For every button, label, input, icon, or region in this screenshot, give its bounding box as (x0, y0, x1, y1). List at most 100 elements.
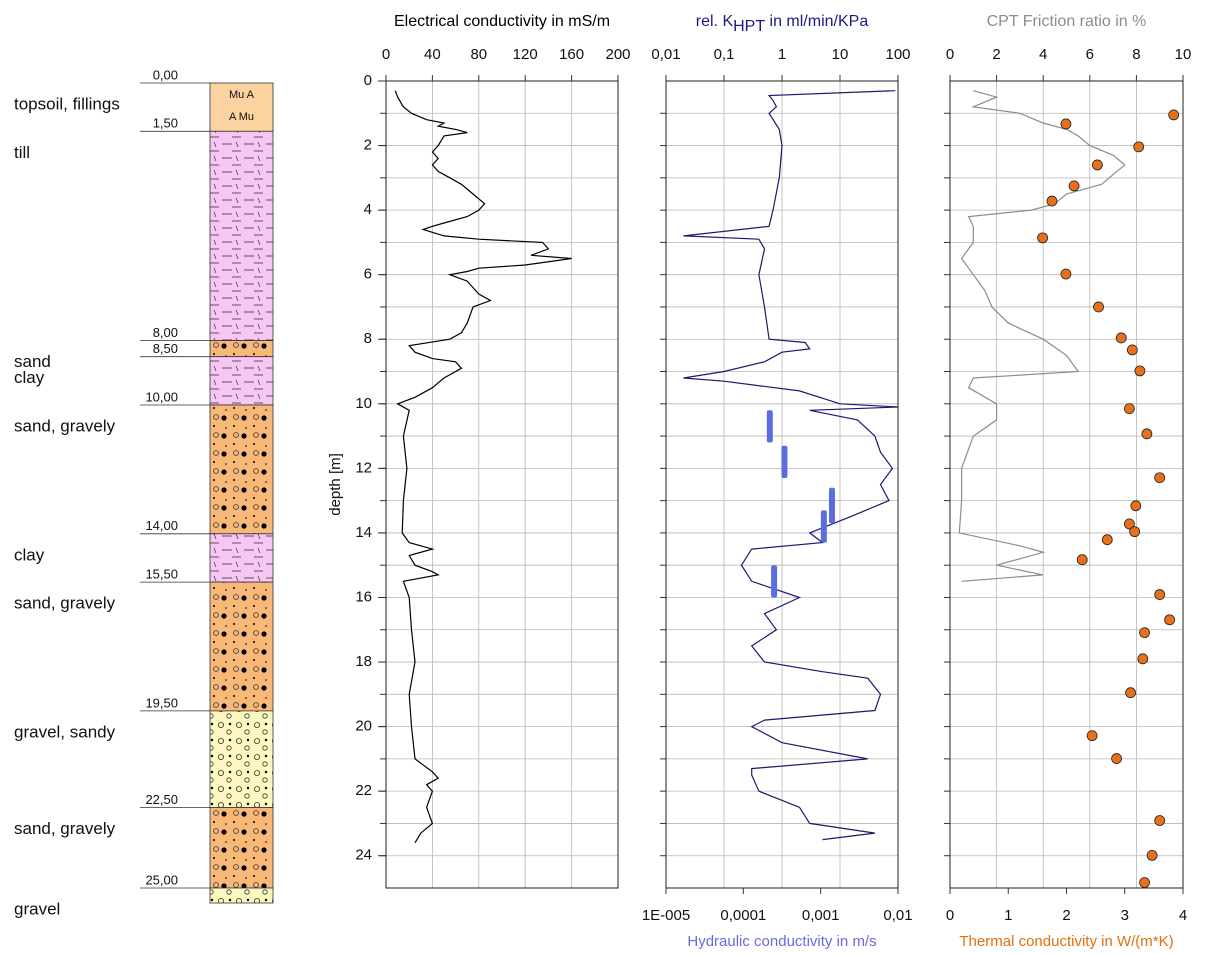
depth-label: 1,50 (153, 116, 178, 131)
x2-tick-label: 0 (946, 907, 954, 924)
thermal-point (1125, 687, 1136, 699)
y-tick-label: 2 (364, 137, 372, 154)
x2-tick-label: 0,01 (883, 907, 912, 924)
x2-tick-label: 3 (1121, 907, 1129, 924)
title-subscript: HPT (733, 18, 765, 35)
thermal-point (1154, 589, 1166, 600)
thermal-point (1134, 365, 1146, 377)
title-text: rel. K (696, 13, 734, 30)
y-tick-label: 0 (364, 72, 372, 89)
thermal-point (1037, 232, 1049, 244)
thermal-point (1086, 730, 1098, 742)
stratum-pattern (210, 131, 273, 341)
thermal-point (1126, 344, 1138, 356)
thermal-point (1168, 109, 1180, 121)
conductivity-bar (766, 410, 773, 443)
y-tick-label: 16 (355, 588, 372, 605)
thermal-point (1076, 554, 1088, 566)
thermal-point (1124, 403, 1135, 415)
depth-label: 19,50 (145, 695, 178, 710)
layer-name: gravel (14, 899, 60, 918)
thermal-point (1141, 428, 1153, 440)
thermal-point (1130, 500, 1142, 512)
stratum-pattern (210, 888, 273, 903)
stratum-pattern (210, 405, 273, 534)
thermal-point (1164, 614, 1176, 626)
stratum-symbol: A Mu (229, 111, 254, 123)
thermal-point (1093, 301, 1104, 313)
x-tick-label: 0 (382, 46, 390, 63)
x-tick-label: 1 (778, 46, 786, 63)
y-tick-label: 12 (355, 459, 372, 476)
stratum-pattern (210, 340, 273, 357)
x2-tick-label: 0,0001 (720, 907, 766, 924)
stratum-pattern (210, 710, 273, 808)
x-tick-label: 40 (424, 46, 441, 63)
title-text: CPT Friction ratio in % (987, 13, 1147, 30)
thermal-point (1101, 534, 1113, 546)
depth-label: 15,50 (145, 567, 178, 582)
stratum-pattern (210, 533, 273, 583)
thermal-point (1060, 118, 1072, 130)
layer-name: sand, gravely (14, 819, 116, 838)
layer-name: clay (14, 368, 45, 387)
depth-label: 14,00 (145, 518, 178, 533)
y-tick-label: 20 (355, 718, 372, 735)
layer-name: sand, gravely (14, 416, 116, 435)
profile-line (683, 90, 899, 841)
stratum-pattern (210, 582, 273, 711)
x2-tick-label: 4 (1179, 907, 1187, 924)
x2-axis-label: Thermal conductivity in W/(m*K) (959, 933, 1173, 950)
x-tick-label: 0,01 (651, 46, 680, 63)
conductivity-bar (781, 445, 788, 479)
thermal-point (1146, 849, 1158, 861)
layer-name: sand (14, 352, 51, 371)
depth-label: 10,00 (145, 389, 178, 404)
thermal-point (1091, 159, 1103, 171)
x-tick-label: 10 (832, 46, 849, 63)
title-text: in ml/min/KPa (770, 13, 869, 30)
thermal-point (1068, 180, 1080, 192)
x-tick-label: 0 (946, 46, 954, 63)
title-text: Electrical conductivity in mS/m (394, 13, 610, 30)
thermal-point (1111, 753, 1122, 764)
y-tick-label: 24 (355, 847, 372, 864)
thermal-point (1046, 195, 1058, 207)
thermal-point (1139, 877, 1150, 888)
layer-name: till (14, 143, 30, 162)
x2-axis-label: Hydraulic conductivity in m/s (687, 933, 876, 950)
x-tick-label: 10 (1175, 46, 1192, 63)
depth-label: 8,50 (153, 341, 178, 356)
conductivity-bar (828, 487, 835, 524)
x-tick-label: 160 (559, 46, 584, 63)
x2-tick-label: 0,001 (802, 907, 840, 924)
stratum-pattern (210, 356, 273, 405)
y-tick-label: 14 (355, 524, 372, 541)
chart-title: rel. KHPT in ml/min/KPa (696, 13, 869, 35)
x-tick-label: 100 (885, 46, 910, 63)
stratum (209, 82, 274, 132)
thermal-point (1124, 518, 1135, 530)
x-tick-label: 8 (1132, 46, 1140, 63)
thermal-point (1139, 627, 1150, 639)
x-tick-label: 0,1 (714, 46, 735, 63)
x-tick-label: 6 (1086, 46, 1094, 63)
layer-name: topsoil, fillings (14, 94, 120, 113)
thermal-point (1060, 268, 1072, 280)
profile-line (394, 90, 572, 844)
y-tick-label: 10 (355, 395, 372, 412)
thermal-point (1154, 472, 1166, 484)
thermal-point (1133, 141, 1145, 153)
x-tick-label: 4 (1039, 46, 1047, 63)
y-axis-label: depth [m] (327, 453, 344, 516)
x2-tick-label: 1E-005 (642, 907, 690, 924)
conductivity-bar (820, 510, 827, 543)
depth-label: 25,00 (145, 872, 178, 887)
y-tick-label: 4 (364, 201, 372, 218)
y-tick-label: 18 (355, 653, 372, 670)
x-tick-label: 2 (992, 46, 1000, 63)
layer-name: sand, gravely (14, 594, 116, 613)
plot-frame (665, 80, 899, 889)
conductivity-bar (771, 565, 778, 598)
